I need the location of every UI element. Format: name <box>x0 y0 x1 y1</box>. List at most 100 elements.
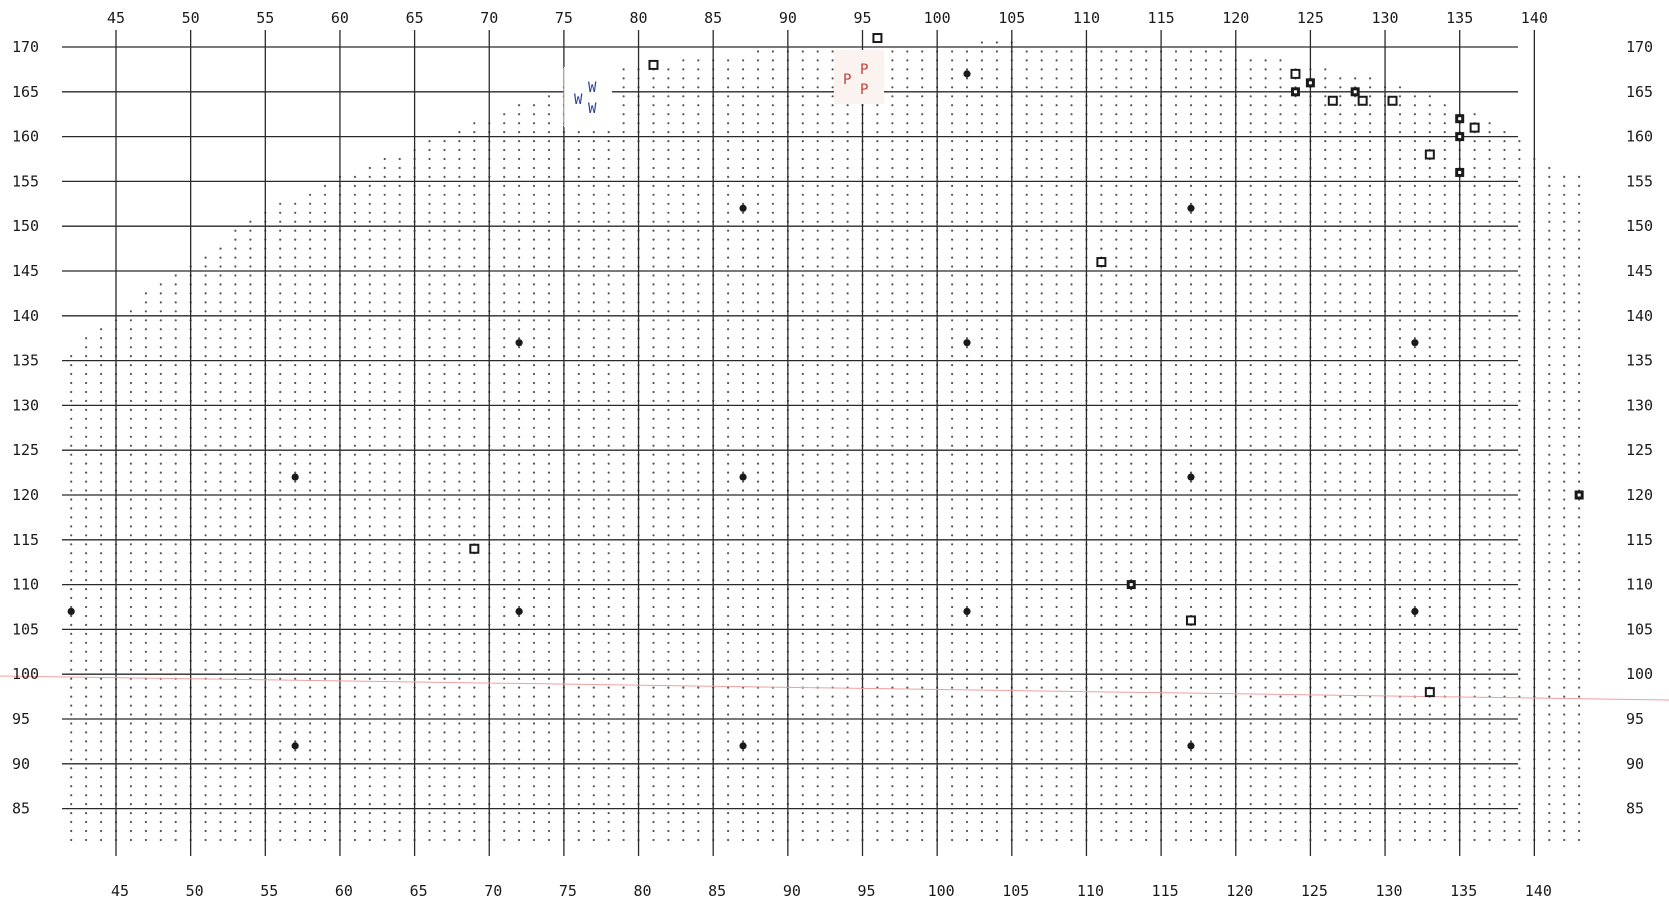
stipple-dot <box>846 623 849 627</box>
stipple-dot <box>607 435 610 438</box>
stipple-dot <box>951 122 954 125</box>
stipple-dot <box>742 193 745 196</box>
stipple-dot <box>100 838 103 842</box>
stipple-dot <box>921 256 924 259</box>
stipple-dot <box>816 328 819 331</box>
stipple-dot <box>831 480 834 483</box>
stipple-dot <box>443 247 446 250</box>
stipple-dot <box>577 677 580 680</box>
stipple-dot <box>144 552 147 555</box>
stipple-dot <box>309 838 312 842</box>
stipple-dot <box>965 614 969 618</box>
stipple-dot <box>219 605 222 609</box>
stipple-dot <box>816 731 819 734</box>
stipple-dot <box>368 390 371 394</box>
stipple-dot <box>577 355 580 358</box>
stipple-dot <box>622 462 625 465</box>
stipple-dot <box>891 623 894 627</box>
stipple-dot <box>234 767 237 770</box>
stipple-dot <box>771 453 775 456</box>
stipple-dot <box>980 650 984 653</box>
stipple-dot <box>279 803 282 806</box>
stipple-dot <box>801 95 804 98</box>
stipple-dot <box>309 489 312 492</box>
stipple-dot <box>279 534 282 537</box>
stipple-dot <box>70 722 73 725</box>
stipple-dot <box>667 301 670 304</box>
stipple-dot <box>398 462 401 465</box>
stipple-dot <box>174 767 177 770</box>
stipple-dot <box>622 471 625 474</box>
stipple-dot <box>667 86 670 89</box>
stipple-dot <box>876 605 879 609</box>
stipple-dot <box>368 247 371 250</box>
stipple-dot <box>518 238 521 241</box>
stipple-dot <box>279 462 282 465</box>
stipple-dot <box>518 355 521 358</box>
stipple-dot <box>831 220 834 223</box>
stipple-dot <box>383 166 386 170</box>
stipple-dot <box>249 722 252 725</box>
stipple-dot <box>234 408 237 411</box>
stipple-dot <box>906 247 909 250</box>
stipple-dot <box>398 292 401 295</box>
stipple-dot <box>921 507 924 510</box>
stipple-dot <box>697 623 700 627</box>
stipple-dot <box>980 77 984 80</box>
stipple-dot <box>398 301 401 304</box>
stipple-dot <box>398 838 401 842</box>
stipple-dot <box>219 319 222 322</box>
stipple-dot <box>159 381 162 385</box>
stipple-dot <box>921 498 924 501</box>
stipple-dot <box>398 372 401 376</box>
stipple-dot <box>980 319 984 322</box>
stipple-dot <box>742 561 745 564</box>
stipple-dot <box>727 310 730 313</box>
stipple-dot <box>592 148 595 152</box>
stipple-dot <box>532 829 536 833</box>
stipple-dot <box>742 480 745 483</box>
stipple-dot <box>891 480 894 483</box>
stipple-dot <box>965 776 969 779</box>
stipple-dot <box>532 319 536 322</box>
stipple-dot <box>323 552 327 555</box>
stipple-dot <box>368 605 371 609</box>
stipple-dot <box>995 310 999 313</box>
stipple-dot <box>144 408 147 411</box>
stipple-dot <box>846 614 849 618</box>
stipple-dot <box>309 668 312 671</box>
stipple-dot <box>129 758 132 761</box>
stipple-dot <box>129 570 132 573</box>
stipple-dot <box>353 220 356 223</box>
stipple-dot <box>756 346 760 349</box>
stipple-dot <box>532 229 536 232</box>
stipple-dot <box>682 211 685 214</box>
stipple-dot <box>219 534 222 537</box>
stipple-dot <box>159 758 162 761</box>
stipple-dot <box>577 211 580 214</box>
stipple-dot <box>323 641 327 644</box>
stipple-dot <box>159 399 162 402</box>
stipple-dot <box>652 319 655 322</box>
stipple-dot <box>951 435 954 438</box>
stipple-dot <box>129 838 132 842</box>
stipple-dot <box>547 695 551 698</box>
stipple-dot <box>368 820 371 824</box>
stipple-dot <box>174 686 177 689</box>
stipple-dot <box>756 283 760 286</box>
stipple-dot <box>309 193 312 196</box>
stipple-dot <box>622 507 625 510</box>
stipple-dot <box>129 561 132 564</box>
stipple-dot <box>607 650 610 653</box>
stipple-dot <box>921 104 924 107</box>
stipple-dot <box>532 184 536 187</box>
stipple-dot <box>129 372 132 376</box>
stipple-dot <box>995 659 999 662</box>
stipple-dot <box>846 104 849 107</box>
stipple-dot <box>742 803 745 806</box>
stipple-dot <box>742 390 745 394</box>
stipple-dot <box>443 668 446 671</box>
stipple-dot <box>294 211 297 214</box>
stipple-dot <box>995 256 999 259</box>
stipple-dot <box>742 220 745 223</box>
